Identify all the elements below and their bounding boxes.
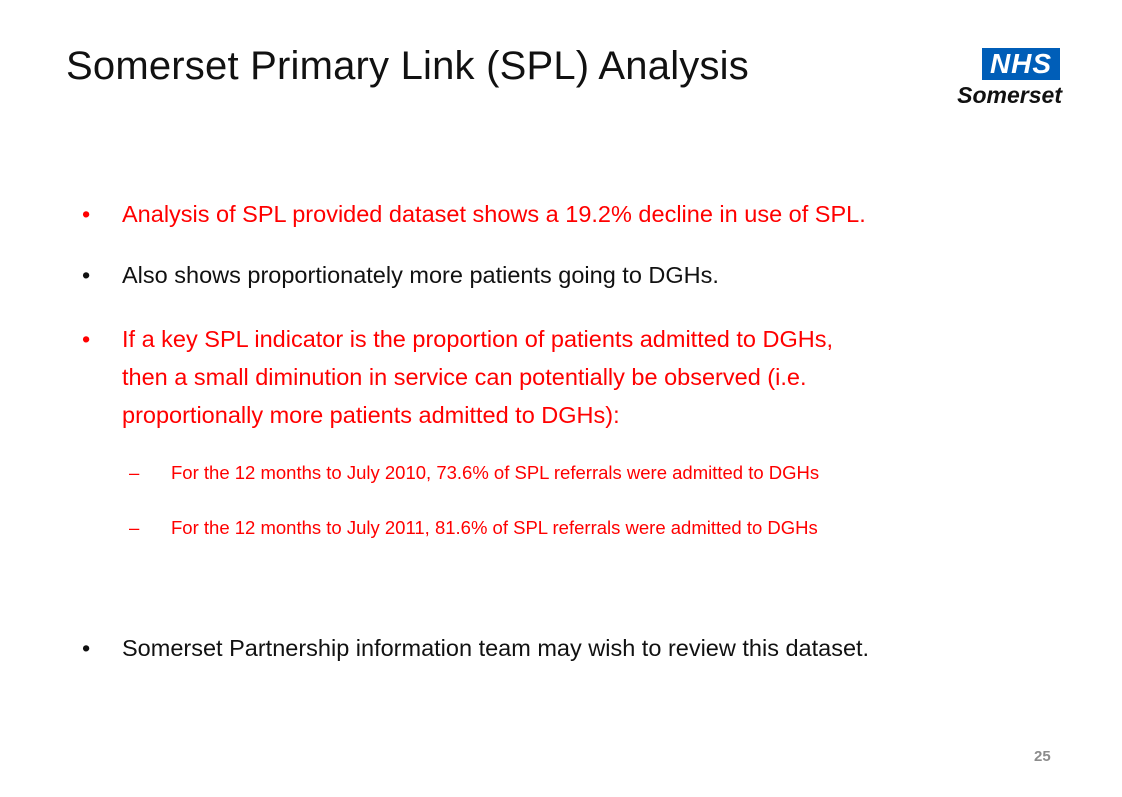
bullet-marker: • xyxy=(82,635,91,661)
bullet-text: Somerset Partnership information team ma… xyxy=(122,635,870,661)
bullet-text: Also shows proportionately more patients… xyxy=(122,262,719,288)
sub-bullet-text: For the 12 months to July 2010, 73.6% of… xyxy=(171,462,820,483)
bullet-text-line: proportionally more patients admitted to… xyxy=(122,402,620,428)
logo-organisation-name: Somerset xyxy=(957,82,1062,108)
bullet-marker: • xyxy=(82,262,91,288)
sub-bullet-text: For the 12 months to July 2011, 81.6% of… xyxy=(171,517,818,538)
bullet-text: Analysis of SPL provided dataset shows a… xyxy=(122,201,866,227)
sub-bullet-marker: – xyxy=(129,462,140,483)
slide-title: Somerset Primary Link (SPL) Analysis xyxy=(66,44,749,88)
bullet-marker: • xyxy=(82,201,91,227)
nhs-logo-box: NHS xyxy=(982,48,1060,80)
bullet-text-line: then a small diminution in service can p… xyxy=(122,364,807,390)
bullet-text-line: If a key SPL indicator is the proportion… xyxy=(122,326,834,352)
sub-bullet-marker: – xyxy=(129,517,140,538)
nhs-somerset-logo: NHS Somerset xyxy=(944,48,1064,112)
bullet-marker: • xyxy=(82,326,91,352)
page-number: 25 xyxy=(1034,748,1051,765)
